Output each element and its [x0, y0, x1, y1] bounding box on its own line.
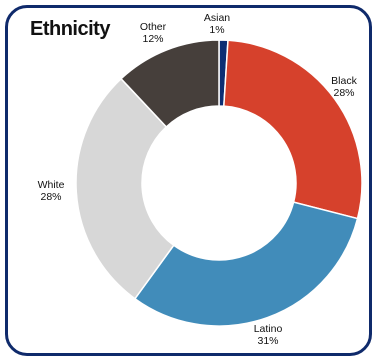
slice-latino	[133, 201, 359, 327]
slice-other	[120, 39, 220, 128]
slice-pct-asian: 1%	[209, 24, 224, 36]
slice-white	[75, 77, 175, 300]
slice-pct-black: 28%	[333, 87, 354, 99]
slice-label-white: White	[38, 179, 65, 191]
slice-pct-latino: 31%	[257, 335, 278, 347]
slice-label-black: Black	[331, 75, 357, 87]
slice-label-latino: Latino	[254, 323, 283, 335]
slice-pct-other: 12%	[142, 33, 163, 45]
slice-label-asian: Asian	[204, 12, 230, 24]
slice-pct-white: 28%	[40, 191, 61, 203]
slice-black	[223, 39, 363, 220]
chart-title: Ethnicity	[30, 18, 110, 40]
slice-label-other: Other	[140, 21, 167, 33]
